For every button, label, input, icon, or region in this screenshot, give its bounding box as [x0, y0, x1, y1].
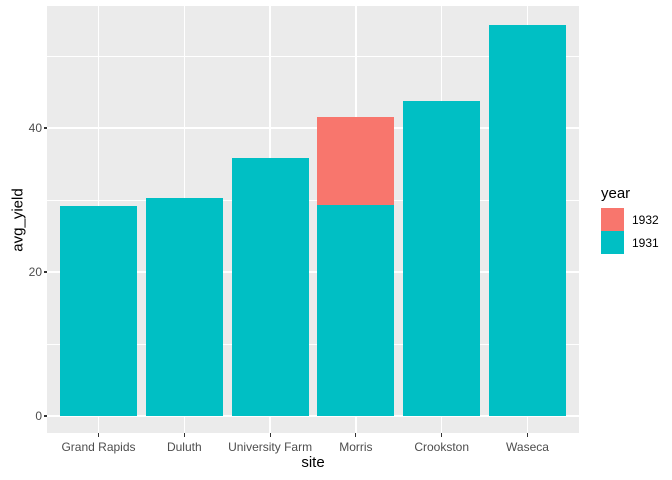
- major-gridline: [47, 415, 579, 417]
- x-axis-title: site: [301, 454, 325, 471]
- x-tick-label: University Farm: [228, 440, 313, 454]
- minor-gridline: [47, 55, 579, 57]
- y-tick-label: 20: [28, 265, 42, 279]
- x-tick-label: Waseca: [506, 440, 549, 454]
- minor-gridline: [47, 343, 579, 345]
- bar-1931-duluth: [145, 197, 223, 416]
- legend-entry-1932: 1932: [601, 208, 659, 231]
- bar-1931-grand-rapids: [60, 206, 137, 416]
- x-tick-mark: [183, 433, 185, 437]
- y-tick-label: 40: [28, 121, 42, 135]
- bar-1931-university-farm: [231, 158, 309, 416]
- x-tick-label: Morris: [339, 440, 373, 454]
- y-tick-label: 0: [35, 409, 42, 423]
- legend-title: year: [601, 185, 631, 202]
- major-gridline: [47, 271, 579, 273]
- x-tick-mark: [355, 433, 357, 437]
- y-tick-mark: [43, 271, 47, 273]
- legend: year 1932 1931: [601, 185, 659, 254]
- major-gridline: [47, 127, 579, 129]
- x-tick-label: Duluth: [166, 440, 202, 454]
- legend-entry-1931: 1931: [601, 231, 659, 254]
- y-tick-mark: [43, 127, 47, 129]
- minor-gridline: [47, 199, 579, 201]
- y-tick-mark: [43, 415, 47, 417]
- legend-label: 1931: [632, 235, 659, 250]
- legend-label: 1932: [632, 212, 659, 227]
- legend-swatch-1931: [601, 231, 624, 254]
- x-tick-mark: [441, 433, 443, 437]
- bar-1931-crookston: [403, 101, 481, 416]
- x-tick-mark: [269, 433, 271, 437]
- x-tick-label: Grand Rapids: [61, 440, 136, 454]
- bar-1931-waseca: [489, 24, 566, 416]
- legend-entries: 1932 1931: [601, 208, 659, 254]
- plot-panel: [47, 6, 579, 433]
- x-tick-mark: [97, 433, 100, 437]
- x-tick-label: Crookston: [414, 440, 470, 454]
- legend-swatch-1932: [601, 208, 624, 231]
- bar-1931-morris: [317, 205, 395, 416]
- x-tick-mark: [526, 433, 529, 437]
- y-axis-title: avg_yield: [9, 188, 27, 252]
